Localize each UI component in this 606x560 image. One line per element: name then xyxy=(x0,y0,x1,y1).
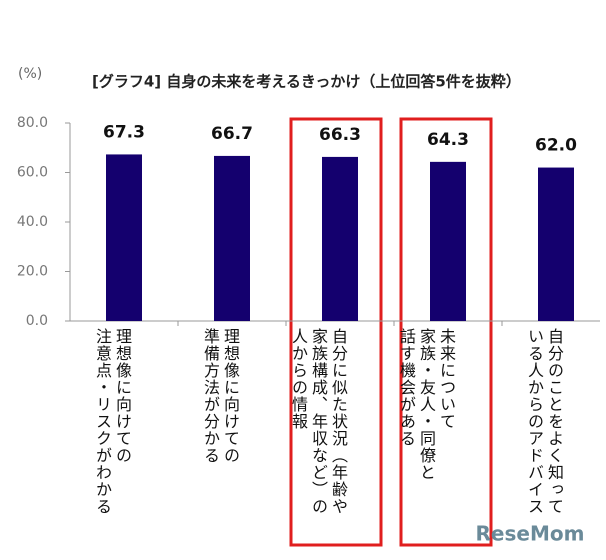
x-tick-label: 自分のことをよく知って いる人からのアドバイス xyxy=(525,328,564,515)
bar xyxy=(322,156,358,321)
highlight-box xyxy=(399,117,493,547)
value-label: 64.3 xyxy=(427,130,469,150)
bar xyxy=(214,155,250,321)
y-tick-label: 80.0 xyxy=(17,115,48,131)
highlight-box xyxy=(289,117,383,547)
value-label: 62.0 xyxy=(535,136,577,156)
y-tick-label: 60.0 xyxy=(17,165,48,181)
bar xyxy=(538,167,574,321)
value-label: 66.7 xyxy=(211,124,253,144)
x-tick-label: 未来について 家族・友人・同僚と 話す機会がある xyxy=(397,328,456,481)
x-tick-label: 自分に似た状況（年齢や 家族構成、年収など）の 人からの情報 xyxy=(289,328,348,515)
x-tick-label: 理想像に向けての 注意点・リスクがわかる xyxy=(93,328,132,515)
y-unit: (%) xyxy=(18,66,42,82)
value-label: 67.3 xyxy=(103,122,145,142)
bar xyxy=(106,154,142,321)
watermark: ReseMom xyxy=(476,522,585,546)
y-tick-label: 40.0 xyxy=(17,214,48,230)
y-tick-label: 20.0 xyxy=(17,264,48,280)
value-label: 66.3 xyxy=(319,125,361,145)
chart-title: [グラフ4] 自身の未来を考えるきっかけ（上位回答5件を抜粋） xyxy=(92,73,521,91)
x-tick-label: 理想像に向けての 準備方法が分かる xyxy=(201,328,240,464)
bar xyxy=(430,161,466,321)
y-tick-label: 0.0 xyxy=(26,313,48,329)
